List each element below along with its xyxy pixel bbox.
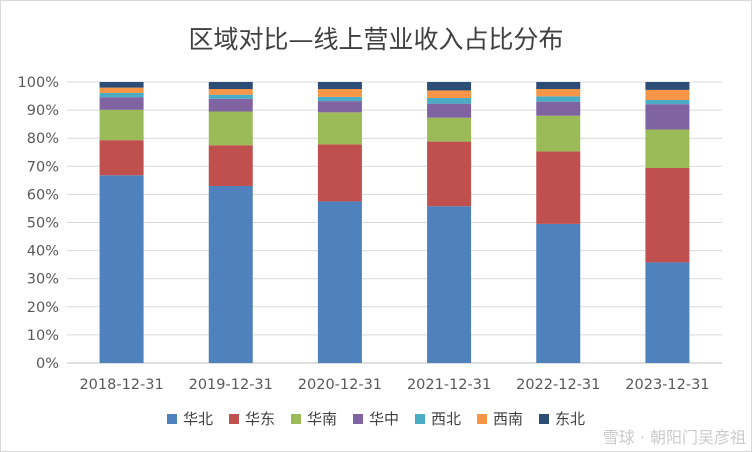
legend-item: 华中 — [352, 408, 399, 429]
bar-segment-华东-2020-12-31 — [317, 144, 362, 202]
legend-label: 华北 — [182, 410, 213, 428]
bar-segment-西北-2018-12-31 — [99, 92, 144, 98]
bar-segment-华中-2019-12-31 — [208, 98, 253, 112]
bar-segment-东北-2019-12-31 — [208, 82, 253, 90]
bar-segment-华北-2018-12-31 — [99, 175, 144, 363]
bar-segment-华北-2019-12-31 — [208, 185, 253, 363]
y-tick-label: 60% — [27, 187, 59, 203]
bar-segment-华北-2020-12-31 — [317, 201, 362, 363]
y-tick-label: 30% — [27, 272, 59, 288]
bar-segment-华中-2022-12-31 — [536, 101, 581, 116]
y-tick-label: 10% — [27, 328, 59, 344]
y-tick-label: 90% — [27, 103, 59, 119]
legend-item: 西南 — [477, 408, 523, 429]
bar-segment-华南-2019-12-31 — [208, 111, 253, 146]
y-tick-label: 0% — [36, 356, 59, 372]
chart-title: 区域对比—线上营业收入占比分布 — [188, 25, 564, 54]
x-tick-label: 2018-12-31 — [79, 377, 163, 393]
y-tick-label: 40% — [27, 244, 59, 260]
legend-swatch — [290, 413, 301, 424]
legend-label: 华南 — [306, 410, 337, 428]
y-tick-label: 20% — [27, 300, 59, 316]
bar-segment-华中-2018-12-31 — [99, 97, 144, 110]
bar-segment-华南-2022-12-31 — [536, 115, 581, 152]
legend-item: 东北 — [539, 408, 585, 429]
x-tick-label: 2019-12-31 — [189, 377, 273, 393]
legend-swatch — [166, 413, 177, 424]
legend-item: 华南 — [290, 408, 337, 429]
legend-label: 华中 — [368, 410, 399, 428]
bar-segment-华东-2019-12-31 — [208, 145, 253, 186]
legend-item: 西北 — [415, 408, 461, 429]
bar-segment-西北-2023-12-31 — [645, 99, 690, 105]
legend-item: 华东 — [228, 408, 275, 429]
watermark: 雪球 · 朝阳门吴彦祖 — [602, 428, 746, 447]
bar-segment-东北-2022-12-31 — [536, 82, 581, 90]
x-tick-label: 2021-12-31 — [407, 377, 491, 393]
y-tick-label: 50% — [27, 216, 59, 232]
legend-label: 东北 — [555, 410, 586, 428]
legend-swatch — [228, 413, 239, 424]
bar-segment-华东-2021-12-31 — [427, 141, 472, 207]
bar-segment-西南-2021-12-31 — [427, 90, 472, 99]
bar-segment-西南-2023-12-31 — [645, 89, 690, 100]
bar-segment-东北-2023-12-31 — [645, 82, 690, 90]
legend-label: 华东 — [244, 410, 275, 428]
bar-segment-西南-2019-12-31 — [208, 89, 253, 95]
legend-swatch — [352, 413, 363, 424]
bar-segment-西北-2021-12-31 — [427, 98, 472, 104]
x-tick-label: 2023-12-31 — [625, 377, 709, 393]
legend-swatch — [539, 413, 550, 424]
bar-segment-西北-2019-12-31 — [208, 94, 253, 99]
bar-segment-华南-2020-12-31 — [317, 112, 362, 145]
bar-segment-华北-2022-12-31 — [536, 223, 581, 363]
bar-segment-华北-2021-12-31 — [427, 206, 472, 363]
bar-segment-西南-2022-12-31 — [536, 89, 581, 97]
bar-segment-西南-2020-12-31 — [317, 89, 362, 97]
bar-segment-东北-2021-12-31 — [427, 82, 472, 91]
legend-label: 西北 — [431, 410, 462, 428]
y-tick-label: 80% — [27, 131, 59, 147]
y-tick-label: 100% — [18, 75, 59, 91]
bar-segment-西北-2022-12-31 — [536, 96, 581, 102]
bar-segment-华南-2023-12-31 — [645, 129, 690, 168]
bar-segment-华中-2020-12-31 — [317, 101, 362, 113]
legend-swatch — [415, 413, 425, 424]
bar-segment-东北-2018-12-31 — [99, 82, 144, 88]
legend: 华北 华东 华南 华中 西北 西南 东北 — [0, 408, 752, 429]
bar-segment-华东-2023-12-31 — [645, 167, 690, 263]
bar-segment-东北-2020-12-31 — [317, 82, 362, 90]
bar-segment-华东-2022-12-31 — [536, 151, 581, 224]
legend-item: 华北 — [166, 408, 213, 429]
bar-segment-华南-2021-12-31 — [427, 117, 472, 142]
bar-segment-华南-2018-12-31 — [99, 109, 144, 141]
legend-label: 西南 — [493, 410, 524, 428]
x-tick-label: 2022-12-31 — [516, 377, 600, 393]
legend-swatch — [477, 413, 488, 424]
bar-segment-华北-2023-12-31 — [645, 262, 690, 363]
bar-segment-华东-2018-12-31 — [99, 140, 144, 176]
x-tick-label: 2020-12-31 — [298, 377, 382, 393]
y-tick-label: 70% — [27, 159, 59, 175]
bar-segment-西南-2018-12-31 — [99, 87, 144, 93]
bar-segment-华中-2023-12-31 — [645, 104, 690, 130]
bar-segment-西北-2020-12-31 — [317, 96, 362, 102]
bar-segment-华中-2021-12-31 — [427, 103, 472, 118]
